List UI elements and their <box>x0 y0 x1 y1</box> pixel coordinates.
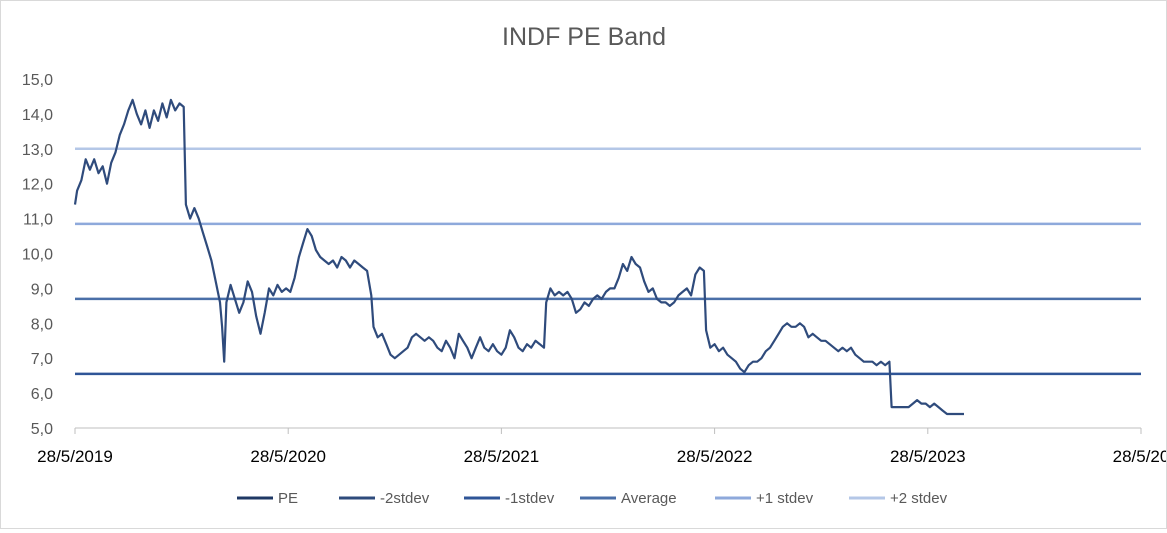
x-tick-label: 28/5/2020 <box>250 447 326 466</box>
x-tick-label: 28/5/20 <box>1113 447 1166 466</box>
y-tick-label: 13,0 <box>22 142 53 159</box>
x-tick-label: 28/5/2021 <box>464 447 540 466</box>
y-tick-label: 6,0 <box>31 386 53 403</box>
legend-label: +1 stdev <box>756 490 814 507</box>
y-tick-label: 8,0 <box>31 316 53 333</box>
y-tick-label: 5,0 <box>31 421 53 438</box>
y-tick-label: 9,0 <box>31 281 53 298</box>
y-tick-label: 11,0 <box>23 212 53 229</box>
legend-label: -2stdev <box>380 490 430 507</box>
legend-label: Average <box>621 490 677 507</box>
legend: PE -2stdev -1stdev Average +1 stdev +2 stdev <box>237 490 948 507</box>
y-tick-label: 7,0 <box>31 351 53 368</box>
std-bands <box>75 147 1141 376</box>
chart-title: INDF PE Band <box>502 23 666 51</box>
pe-line <box>73 98 964 416</box>
y-tick-label: 10,0 <box>22 247 53 264</box>
legend-label: -1stdev <box>505 490 555 507</box>
legend-label: +2 stdev <box>890 490 948 507</box>
y-tick-label: 14,0 <box>22 107 53 124</box>
x-tick-label: 28/5/2022 <box>677 447 753 466</box>
x-axis-ticks: 28/5/2019 28/5/2020 28/5/2021 28/5/2022 28/5… <box>37 428 1167 466</box>
pe-series <box>73 98 964 416</box>
legend-label: PE <box>278 490 298 507</box>
x-tick-label: 28/5/2023 <box>890 447 966 466</box>
y-tick-label: 15,0 <box>22 72 53 89</box>
y-axis-ticks: 5,0 6,0 7,0 8,0 9,0 10,0 11,0 12,0 13,0 14,0 15,0 <box>22 72 53 438</box>
x-tick-label: 28/5/2019 <box>37 447 113 466</box>
y-tick-label: 12,0 <box>22 177 53 194</box>
